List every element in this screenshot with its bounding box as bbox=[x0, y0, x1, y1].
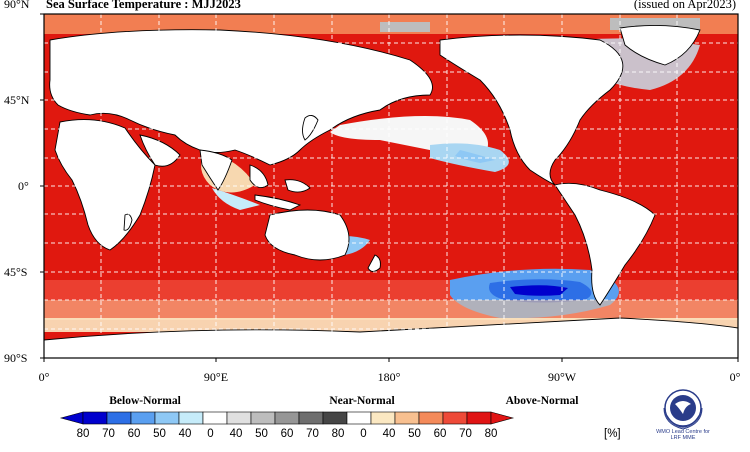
lat-label-45n: 45°N bbox=[4, 93, 30, 107]
map-title: Sea Surface Temperature : MJJ2023 bbox=[46, 0, 241, 11]
lat-label-90s: 90°S bbox=[4, 351, 28, 365]
colorbar-cell bbox=[250, 411, 276, 425]
logo-caption-line2: LRF MME bbox=[670, 435, 696, 441]
colorbar-tick-label: 80 bbox=[331, 428, 345, 440]
lon-label-90e: 90°E bbox=[203, 370, 229, 384]
colorbar-cell bbox=[442, 411, 468, 425]
colorbar-tick-label: 70 bbox=[306, 428, 319, 440]
legend-above-normal: Above-Normal bbox=[505, 395, 579, 407]
colorbar-tick-label: 40 bbox=[229, 428, 243, 440]
colorbar-tick-label: 60 bbox=[280, 428, 294, 440]
colorbar-tick-label: 0 bbox=[207, 428, 214, 440]
colorbar-tick-label: 80 bbox=[76, 428, 90, 440]
colorbar-cell bbox=[82, 411, 108, 425]
colorbar-tick-label: 50 bbox=[153, 428, 166, 440]
lon-label-180: 180° bbox=[377, 370, 401, 384]
lon-label-0-left: 0° bbox=[38, 370, 50, 384]
lat-label-0: 0° bbox=[18, 179, 29, 193]
colorbar-cell bbox=[322, 411, 348, 425]
colorbar-tick-label: 60 bbox=[127, 428, 141, 440]
colorbar-cell bbox=[298, 411, 324, 425]
colorbar-cell bbox=[274, 411, 300, 425]
colorbar-cell bbox=[202, 411, 228, 425]
issue-date: (issued on Apr2023) bbox=[633, 0, 736, 11]
colorbar-tick-label: 70 bbox=[102, 428, 115, 440]
colorbar-cell bbox=[154, 411, 180, 425]
lon-label-0-right: 0° bbox=[729, 370, 741, 384]
colorbar-tick-label: 40 bbox=[382, 428, 396, 440]
colorbar-tick-label: 0 bbox=[360, 428, 367, 440]
colorbar-tick-label: 70 bbox=[459, 428, 472, 440]
colorbar-tick-label: 50 bbox=[255, 428, 268, 440]
legend-below-normal: Below-Normal bbox=[109, 395, 181, 407]
gridlines bbox=[44, 14, 738, 358]
lat-label-90n: 90°N bbox=[4, 0, 30, 11]
colorbar-left-arrow bbox=[59, 411, 84, 425]
legend-near-normal: Near-Normal bbox=[329, 395, 395, 407]
colorbar-cell bbox=[226, 411, 252, 425]
lat-label-45s: 45°S bbox=[4, 265, 28, 279]
colorbar-cell bbox=[130, 411, 156, 425]
colorbar-tick-label: 40 bbox=[178, 428, 192, 440]
logo-caption-line1: WMO Lead Centre for bbox=[656, 429, 710, 435]
land-masses bbox=[44, 24, 738, 358]
colorbar-cell bbox=[370, 411, 396, 425]
colorbar-cell bbox=[106, 411, 132, 425]
colorbar-right-arrow bbox=[490, 411, 515, 425]
legend-unit: [%] bbox=[604, 428, 621, 440]
colorbar-tick-label: 80 bbox=[484, 428, 498, 440]
colorbar-cell bbox=[346, 411, 372, 425]
wmo-emblem-icon bbox=[663, 389, 703, 430]
colorbar-cell bbox=[418, 411, 444, 425]
colorbar-cell bbox=[178, 411, 204, 425]
colorbar-tick-label: 50 bbox=[408, 428, 421, 440]
colorbar-tick-label: 60 bbox=[433, 428, 447, 440]
logo-caption: WMO Lead Centre for LRF MME bbox=[646, 429, 720, 441]
lon-label-90w: 90°W bbox=[547, 370, 577, 384]
colorbar-cell bbox=[466, 411, 492, 425]
colorbar-cell bbox=[394, 411, 420, 425]
